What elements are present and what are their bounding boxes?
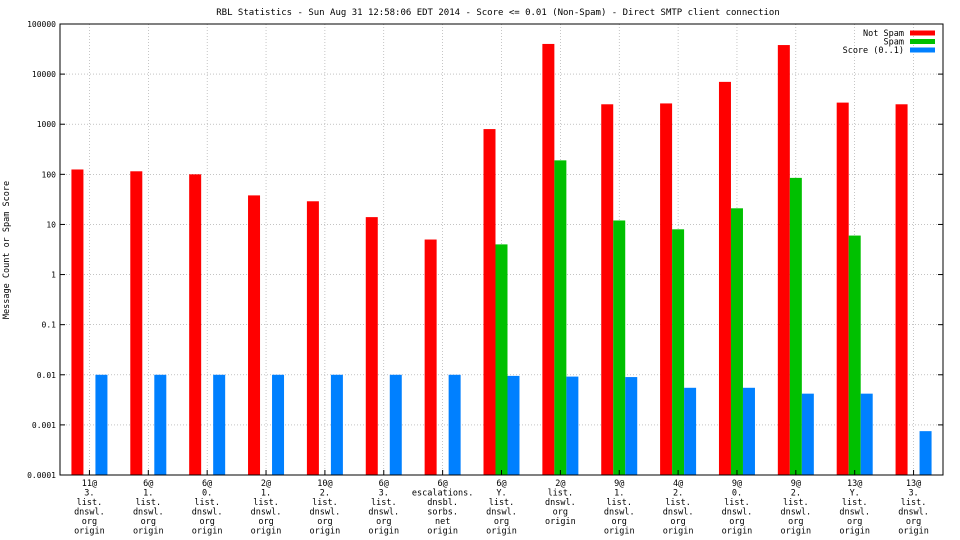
x-category-label: 6@ Y. list. dnswl. org origin (486, 479, 517, 537)
x-axis-labels: 11@ 3. list. dnswl. org origin 6@ 1. list. dnswl.… (74, 470, 929, 537)
x-category-label: 9@ 0. list. dnswl. org origin (722, 479, 753, 537)
bar-spam (789, 177, 802, 475)
y-tick-label: 1000 (37, 120, 56, 129)
x-category-label: 13@ Y. list. dnswl. org origin (839, 479, 870, 537)
x-category-label: 6@ escalations. dnsbl. sorbs. net origin (412, 479, 473, 537)
legend-swatch (910, 47, 935, 53)
bar-score-0-1 (507, 375, 520, 475)
legend-label: Not Spam (863, 29, 904, 39)
bars (71, 43, 932, 476)
bar-not-spam (365, 217, 378, 475)
x-category-label: 6@ 0. list. dnswl. org origin (192, 479, 223, 537)
bar-not-spam (718, 81, 731, 476)
legend-label: Score (0..1) (843, 46, 904, 56)
plot-frame (59, 23, 944, 476)
y-tick-label: 10 (46, 220, 56, 229)
bar-not-spam (483, 129, 496, 475)
y-tick-label: 0.0001 (27, 471, 56, 480)
y-tick-label: 100000 (27, 20, 56, 29)
x-category-label: 10@ 2. list. dnswl. org origin (310, 479, 341, 537)
x-category-label: 6@ 1. list. dnswl. org origin (133, 479, 164, 537)
y-tick-label: 100 (42, 170, 57, 179)
y-axis-ticks: 0.0001 0.001 0.01 0.1 1 10 100 1000 10000 100000 (27, 20, 943, 480)
legend-label: Spam (884, 37, 904, 47)
x-category-label: 13@ 3. list. dnswl. org origin (898, 479, 929, 537)
x-category-label: 11@ 3. list. dnswl. org origin (74, 479, 105, 537)
bar-not-spam (189, 174, 202, 476)
bar-not-spam (777, 45, 790, 476)
x-category-label: 6@ 3. list. dnswl. org origin (368, 479, 399, 537)
bar-spam (495, 244, 508, 475)
x-category-label: 2@ 1. list. dnswl. org origin (251, 479, 282, 537)
bar-not-spam (660, 103, 673, 476)
legend-swatch (910, 30, 935, 36)
bar-score-0-1 (919, 431, 932, 475)
bar-score-0-1 (801, 393, 814, 475)
bar-score-0-1 (448, 374, 461, 475)
y-tick-label: 10000 (32, 70, 56, 79)
y-tick-label: 1 (51, 271, 56, 280)
bar-spam (672, 229, 685, 475)
bar-score-0-1 (742, 387, 755, 475)
bar-score-0-1 (860, 393, 873, 475)
bar-score-0-1 (330, 374, 343, 475)
bar-spam (554, 160, 567, 475)
bar-score-0-1 (154, 374, 167, 475)
bar-not-spam (248, 195, 261, 475)
y-axis-label: Message Count or Spam Score (2, 181, 12, 319)
bar-not-spam (895, 104, 908, 475)
bar-spam (613, 220, 626, 475)
y-tick-label: 0.001 (32, 421, 56, 430)
chart-title: RBL Statistics - Sun Aug 31 12:58:06 EDT… (216, 8, 780, 18)
bar-not-spam (71, 169, 84, 476)
legend-swatch (910, 39, 935, 44)
bar-score-0-1 (213, 374, 226, 475)
bar-score-0-1 (389, 374, 402, 475)
bar-score-0-1 (566, 376, 579, 475)
bar-score-0-1 (95, 374, 108, 475)
bar-not-spam (601, 104, 614, 475)
x-category-label: 2@ list. dnswl. org origin (545, 479, 576, 527)
bar-not-spam (130, 171, 143, 476)
bar-spam (730, 208, 743, 476)
bar-score-0-1 (684, 387, 697, 475)
x-category-label: 4@ 2. list. dnswl. org origin (663, 479, 694, 537)
bar-not-spam (836, 102, 849, 475)
y-tick-label: 0.01 (37, 371, 56, 380)
y-tick-label: 0.1 (42, 321, 57, 330)
bar-score-0-1 (272, 374, 285, 475)
bar-not-spam (424, 239, 437, 475)
x-category-label: 9@ 2. list. dnswl. org origin (780, 479, 811, 537)
bar-not-spam (306, 201, 319, 475)
x-category-label: 9@ 1. list. dnswl. org origin (604, 479, 635, 537)
bar-not-spam (542, 43, 555, 475)
bar-spam (848, 235, 861, 475)
bar-score-0-1 (625, 377, 638, 475)
